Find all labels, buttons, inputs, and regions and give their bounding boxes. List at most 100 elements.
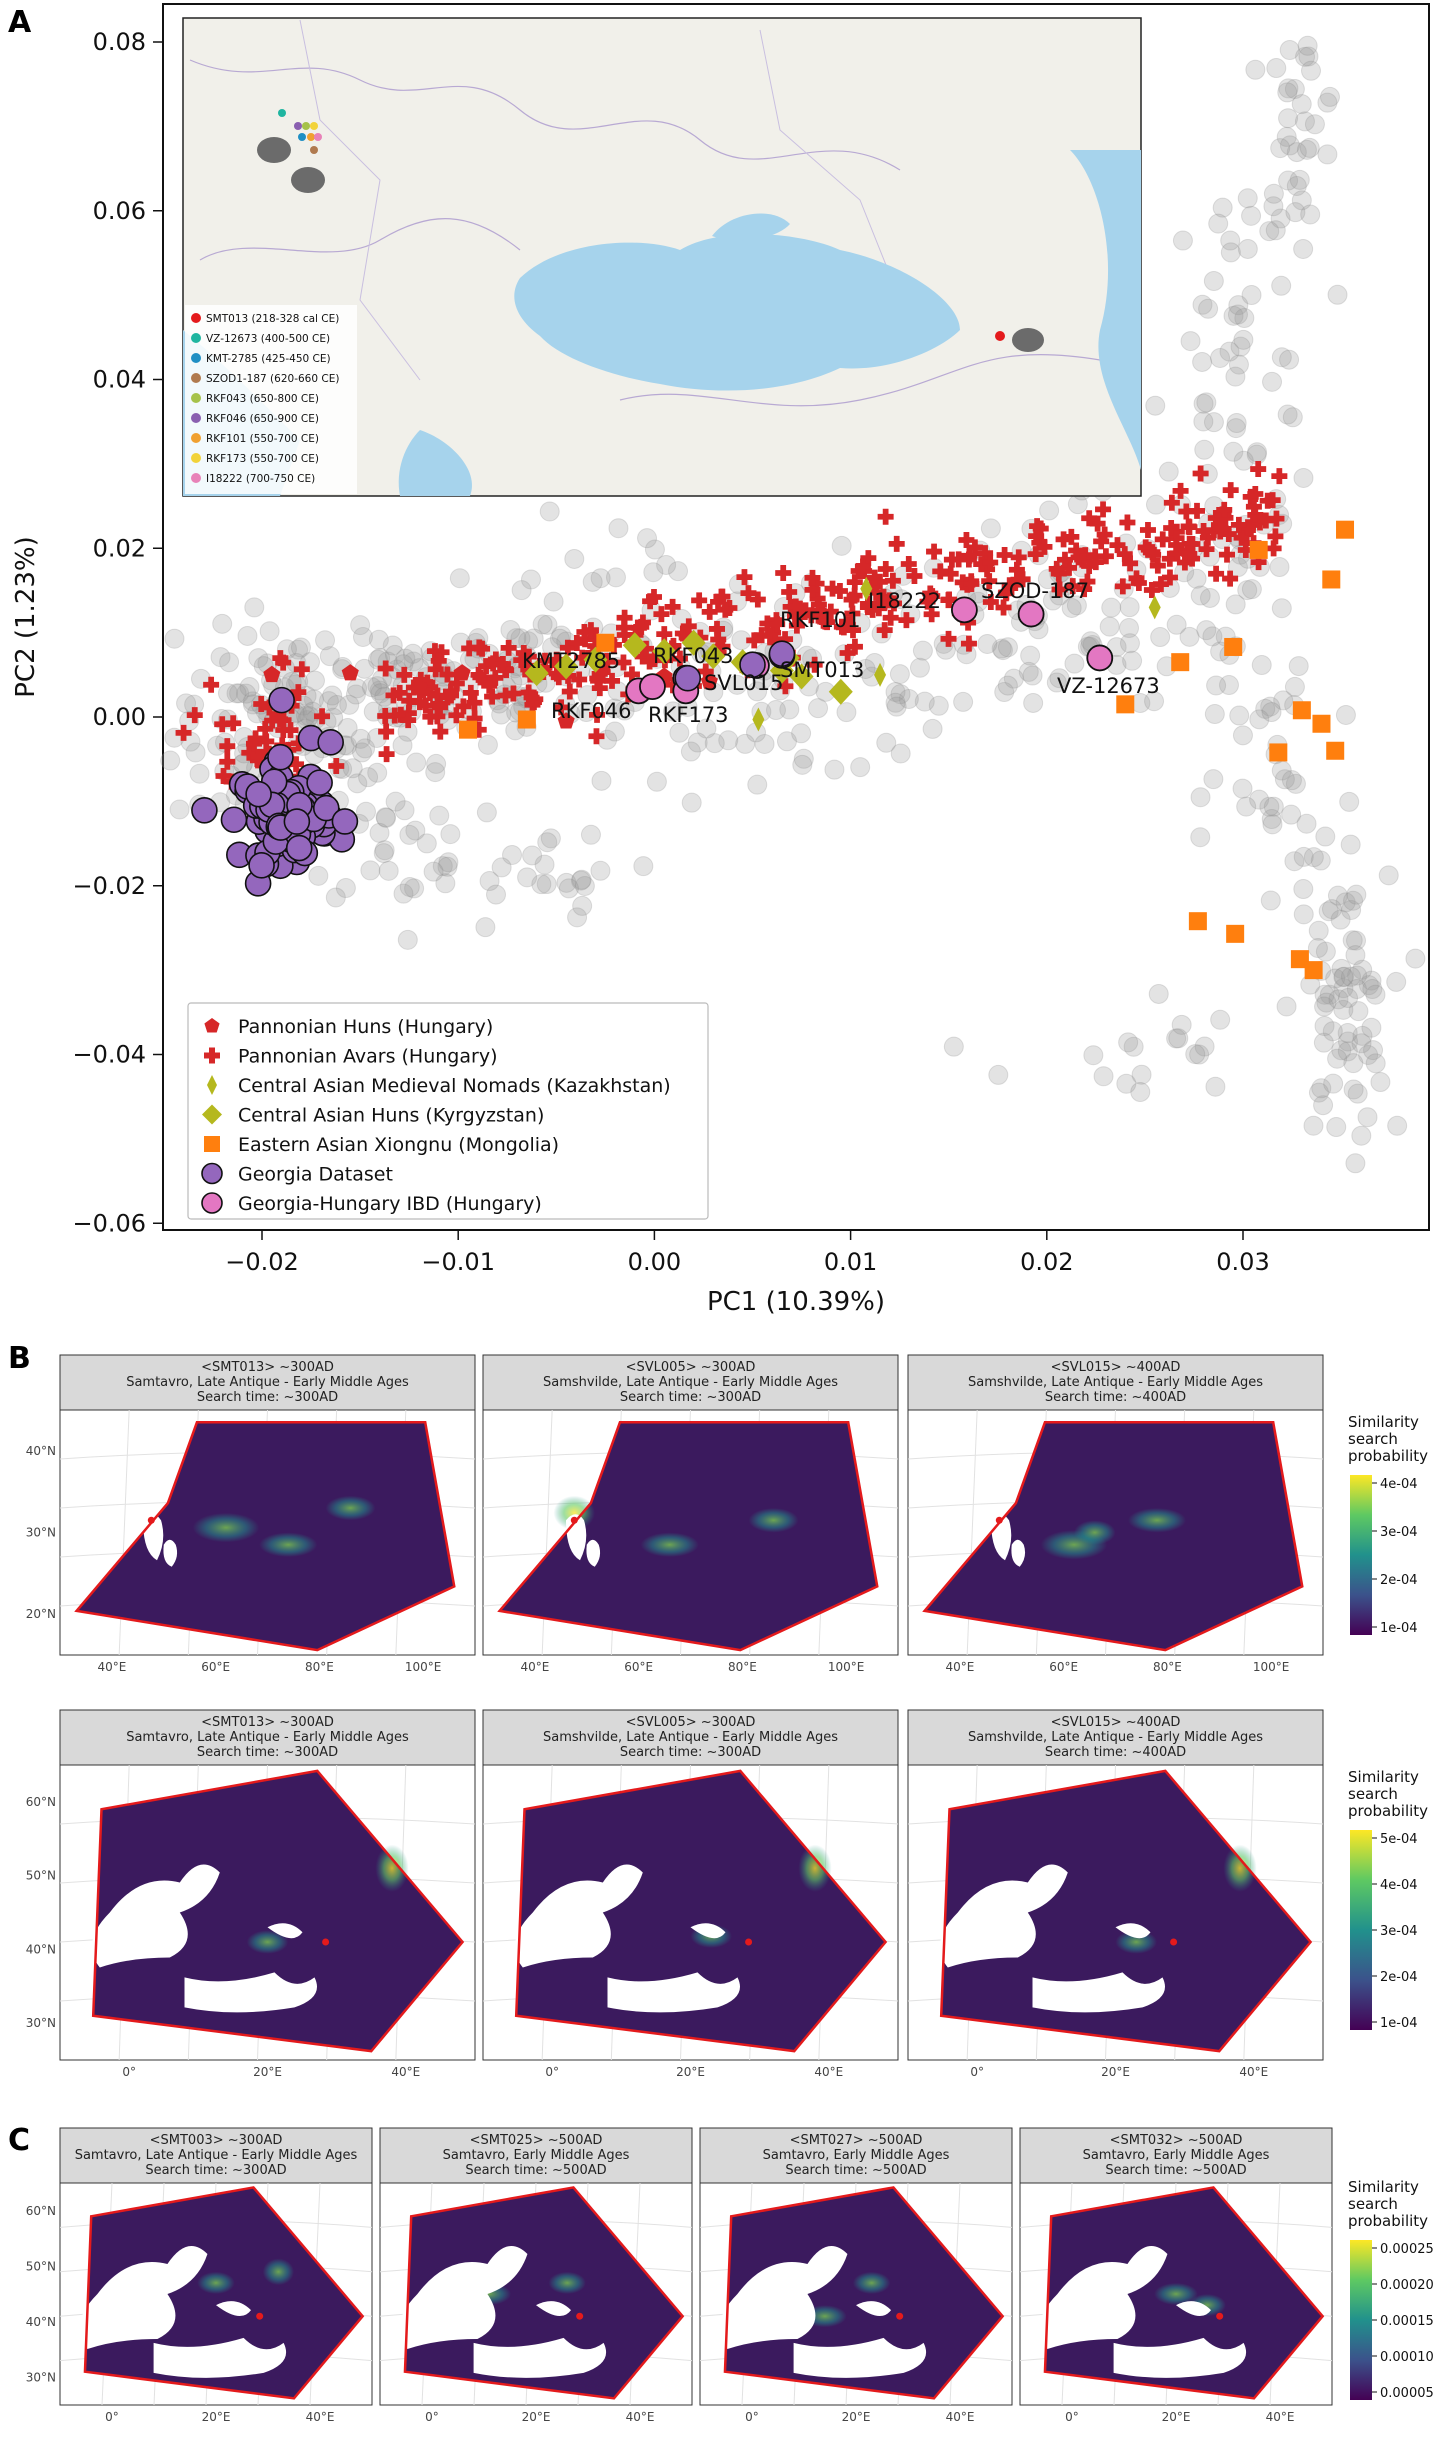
avar-point xyxy=(523,689,540,706)
longitude-tick: 40°E xyxy=(945,1660,974,1674)
reference-point xyxy=(1293,879,1314,900)
avar-point xyxy=(981,573,998,590)
panel-label-b: B xyxy=(8,1341,31,1376)
reference-point xyxy=(1144,691,1165,712)
avar-point xyxy=(701,603,718,620)
reference-point xyxy=(591,770,612,791)
reference-point xyxy=(1150,627,1171,648)
facet-strip-text: Samtavro, Early Middle Ages xyxy=(763,2148,950,2163)
reference-point xyxy=(1196,620,1217,641)
reference-point xyxy=(1261,702,1282,723)
probability-hotspot xyxy=(325,1495,376,1521)
reference-point xyxy=(237,625,258,646)
reference-point xyxy=(558,878,579,899)
reference-point xyxy=(1263,183,1284,204)
avar-point xyxy=(219,753,236,770)
reference-point xyxy=(1270,138,1291,159)
reference-point xyxy=(1166,1028,1187,1049)
panel-label-c: C xyxy=(8,2123,30,2158)
legend-label: Georgia-Hungary IBD (Hungary) xyxy=(238,1193,542,1215)
probability-hotspot xyxy=(259,1532,318,1557)
avar-point xyxy=(241,744,258,761)
longitude-tick: 0° xyxy=(425,2410,439,2424)
reference-point xyxy=(1205,1076,1226,1097)
facet-strip-text: Samshvilde, Late Antique - Early Middle … xyxy=(543,1375,838,1390)
reference-point xyxy=(1327,885,1348,906)
reference-point xyxy=(1266,58,1287,79)
avar-point xyxy=(432,699,449,716)
reference-point xyxy=(668,561,689,582)
colorbar-tick-label: 0.00005 xyxy=(1380,2386,1434,2401)
reference-point xyxy=(423,861,444,882)
reference-point xyxy=(1148,983,1169,1004)
avar-point xyxy=(448,707,465,724)
inset-legend-label: RKF101 (550-700 CE) xyxy=(206,433,319,445)
reference-point xyxy=(416,833,437,854)
reference-point xyxy=(1171,1014,1192,1035)
avar-point xyxy=(500,639,517,656)
medieval-nomad-point xyxy=(1148,595,1161,620)
avar-point xyxy=(548,651,565,668)
landmass xyxy=(473,2337,607,2378)
pannonian-hun-point xyxy=(341,664,359,681)
avar-point xyxy=(272,650,289,667)
avar-point xyxy=(863,577,880,594)
avar-point xyxy=(250,748,267,765)
avar-point xyxy=(439,689,456,706)
reference-point xyxy=(943,1036,964,1057)
avar-point xyxy=(923,606,940,623)
inset-legend-label: KMT-2785 (425-450 CE) xyxy=(206,353,331,365)
georgia-point xyxy=(283,808,311,835)
avar-point xyxy=(645,589,662,606)
legend-label: Pannonian Avars (Hungary) xyxy=(238,1046,497,1068)
reference-point xyxy=(1101,597,1122,618)
reference-point xyxy=(1363,1040,1384,1061)
avar-point xyxy=(442,683,459,700)
inset-legend-label: SMT013 (218-328 cal CE) xyxy=(206,313,339,325)
latitude-tick: 30°N xyxy=(26,2370,56,2384)
reference-point xyxy=(687,732,708,753)
reference-point xyxy=(1204,704,1225,725)
reference-point xyxy=(373,843,394,864)
reference-point xyxy=(604,721,625,742)
reference-point xyxy=(1066,595,1087,616)
avar-point xyxy=(1139,521,1156,538)
reference-point xyxy=(217,683,238,704)
avar-point xyxy=(710,593,727,610)
huns-kyrgyzstan-point xyxy=(789,663,814,690)
avar-point xyxy=(1163,494,1180,511)
avar-point xyxy=(1239,519,1256,536)
reference-point xyxy=(590,568,611,589)
reference-point xyxy=(885,681,906,702)
reference-point xyxy=(876,732,897,753)
avar-point xyxy=(574,649,591,666)
avar-point xyxy=(430,652,447,669)
reference-point xyxy=(384,644,405,665)
probability-hotspot xyxy=(197,2271,235,2294)
search-region-outline xyxy=(514,1769,888,2053)
search-region-outline xyxy=(91,1769,465,2053)
reference-point xyxy=(824,759,845,780)
reference-point xyxy=(1308,920,1329,941)
facet-strip-text: <SMT013> ~300AD xyxy=(201,1715,334,1730)
reference-point xyxy=(1303,1115,1324,1136)
avar-point xyxy=(973,556,990,573)
avar-point xyxy=(1192,465,1209,482)
avar-point xyxy=(568,635,585,652)
avar-point xyxy=(671,650,688,667)
avar-point xyxy=(709,620,726,637)
avar-point xyxy=(873,589,890,606)
longitude-tick: 0° xyxy=(105,2410,119,2424)
pca-legend: Pannonian Huns (Hungary) Pannonian Avars … xyxy=(187,1002,709,1220)
pannonian-hun-point xyxy=(700,672,718,689)
reference-point xyxy=(304,670,325,691)
facet-strip-text: <SVL015> ~400AD xyxy=(1051,1360,1181,1375)
y-tick-label: 0.00 xyxy=(93,703,146,731)
facet-strip xyxy=(59,1709,476,1766)
reference-point xyxy=(1325,968,1346,989)
avar-point xyxy=(1207,510,1224,527)
reference-point xyxy=(1122,650,1143,671)
reference-point xyxy=(580,824,601,845)
reference-point xyxy=(1262,814,1283,835)
